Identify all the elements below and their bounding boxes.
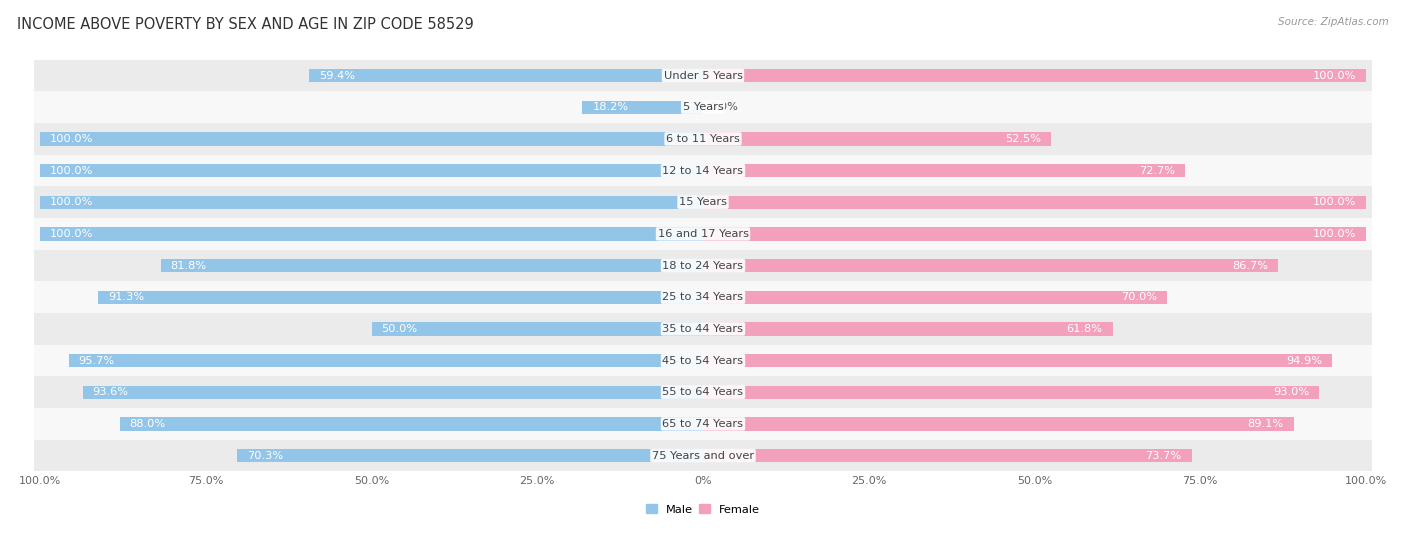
Text: 100.0%: 100.0% [1313, 197, 1355, 207]
Text: 6 to 11 Years: 6 to 11 Years [666, 134, 740, 144]
Text: 100.0%: 100.0% [1313, 70, 1355, 80]
Text: 86.7%: 86.7% [1232, 260, 1268, 271]
Text: 25 to 34 Years: 25 to 34 Years [662, 292, 744, 302]
Bar [34, 408, 1372, 440]
Text: 61.8%: 61.8% [1067, 324, 1102, 334]
Bar [34, 313, 1372, 345]
Bar [41, 132, 703, 145]
Text: 100.0%: 100.0% [51, 165, 93, 176]
Bar [98, 291, 703, 304]
Bar [34, 218, 1372, 250]
Bar [238, 449, 703, 462]
Text: 59.4%: 59.4% [319, 70, 356, 80]
Bar [34, 91, 1372, 123]
Bar [69, 354, 703, 367]
Text: 52.5%: 52.5% [1005, 134, 1040, 144]
Text: 18 to 24 Years: 18 to 24 Years [662, 260, 744, 271]
Text: 81.8%: 81.8% [170, 260, 207, 271]
Text: 94.9%: 94.9% [1286, 356, 1322, 366]
Text: 100.0%: 100.0% [51, 229, 93, 239]
Text: 65 to 74 Years: 65 to 74 Years [662, 419, 744, 429]
Bar [582, 101, 703, 114]
Bar [34, 186, 1372, 218]
Bar [703, 322, 1112, 335]
Bar [83, 386, 703, 399]
Bar [703, 259, 1278, 272]
Text: 15 Years: 15 Years [679, 197, 727, 207]
Bar [160, 259, 703, 272]
Text: 100.0%: 100.0% [51, 134, 93, 144]
Bar [703, 291, 1167, 304]
Text: 5 Years: 5 Years [683, 102, 723, 112]
Bar [703, 354, 1331, 367]
Bar [371, 322, 703, 335]
Text: 73.7%: 73.7% [1146, 451, 1181, 461]
Text: 70.3%: 70.3% [247, 451, 283, 461]
Text: Source: ZipAtlas.com: Source: ZipAtlas.com [1278, 17, 1389, 27]
Text: 95.7%: 95.7% [79, 356, 115, 366]
Text: 93.0%: 93.0% [1274, 387, 1309, 397]
Bar [703, 386, 1319, 399]
Text: 70.0%: 70.0% [1121, 292, 1157, 302]
Text: 12 to 14 Years: 12 to 14 Years [662, 165, 744, 176]
Bar [34, 440, 1372, 471]
Bar [703, 69, 1365, 82]
Bar [41, 196, 703, 209]
Bar [34, 345, 1372, 376]
Bar [703, 132, 1052, 145]
Bar [703, 164, 1185, 177]
Text: 55 to 64 Years: 55 to 64 Years [662, 387, 744, 397]
Text: 35 to 44 Years: 35 to 44 Years [662, 324, 744, 334]
Text: 18.2%: 18.2% [592, 102, 628, 112]
Bar [703, 449, 1191, 462]
Bar [34, 376, 1372, 408]
Bar [703, 196, 1365, 209]
Bar [120, 417, 703, 430]
Text: 45 to 54 Years: 45 to 54 Years [662, 356, 744, 366]
Text: 100.0%: 100.0% [1313, 229, 1355, 239]
Legend: Male, Female: Male, Female [641, 500, 765, 519]
Bar [34, 250, 1372, 281]
Text: Under 5 Years: Under 5 Years [664, 70, 742, 80]
Bar [309, 69, 703, 82]
Text: 75 Years and over: 75 Years and over [652, 451, 754, 461]
Text: 50.0%: 50.0% [381, 324, 418, 334]
Text: 0.0%: 0.0% [710, 102, 738, 112]
Bar [41, 227, 703, 240]
Text: 93.6%: 93.6% [93, 387, 128, 397]
Bar [703, 227, 1365, 240]
Bar [34, 155, 1372, 186]
Text: 72.7%: 72.7% [1139, 165, 1175, 176]
Text: 88.0%: 88.0% [129, 419, 166, 429]
Text: 89.1%: 89.1% [1247, 419, 1284, 429]
Text: 100.0%: 100.0% [51, 197, 93, 207]
Bar [41, 164, 703, 177]
Bar [34, 60, 1372, 91]
Text: 16 and 17 Years: 16 and 17 Years [658, 229, 748, 239]
Bar [34, 123, 1372, 155]
Text: INCOME ABOVE POVERTY BY SEX AND AGE IN ZIP CODE 58529: INCOME ABOVE POVERTY BY SEX AND AGE IN Z… [17, 17, 474, 32]
Text: 91.3%: 91.3% [108, 292, 143, 302]
Bar [703, 417, 1294, 430]
Bar [34, 281, 1372, 313]
